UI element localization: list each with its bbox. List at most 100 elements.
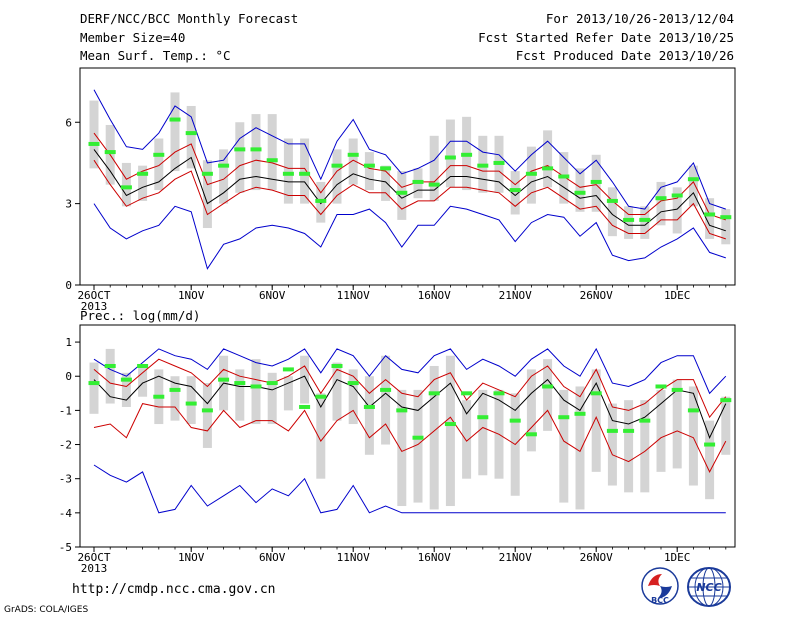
- spread-box: [705, 420, 715, 500]
- forecast-marker: [477, 163, 489, 168]
- spread-box: [105, 348, 115, 404]
- forecast-marker: [169, 387, 181, 392]
- forecast-marker: [315, 394, 327, 399]
- spread-box: [656, 181, 666, 226]
- spread-box: [543, 130, 553, 188]
- x-tick-label: 11NOV: [337, 551, 370, 564]
- forecast-marker: [412, 435, 424, 440]
- x-tick-label: 1NOV: [178, 289, 205, 302]
- forecast-marker: [558, 174, 570, 179]
- forecast-marker: [153, 152, 165, 157]
- spread-box: [138, 165, 148, 201]
- y-tick-label: -5: [59, 541, 72, 554]
- spread-box: [348, 138, 358, 185]
- spread-box: [267, 372, 277, 425]
- forecast-marker: [120, 185, 132, 190]
- forecast-marker: [234, 147, 246, 152]
- forecast-marker: [266, 381, 278, 386]
- forecast-marker: [525, 171, 537, 176]
- forecast-started-date: Fcst Started Refer Date 2013/10/25: [478, 30, 734, 45]
- spread-box: [672, 187, 682, 234]
- variable-label: Prec.: log(mm/d): [80, 308, 200, 323]
- spread-box: [186, 376, 196, 425]
- forecast-marker: [185, 401, 197, 406]
- spread-box: [543, 359, 553, 431]
- forecast-marker: [428, 391, 440, 396]
- forecast-marker: [493, 160, 505, 165]
- forecast-marker: [201, 171, 213, 176]
- spread-box: [721, 396, 731, 455]
- forecast-marker: [137, 171, 149, 176]
- spread-box: [121, 372, 131, 407]
- forecast-marker: [380, 387, 392, 392]
- spread-box: [251, 359, 261, 425]
- forecast-marker: [282, 367, 294, 372]
- lower-bound-line: [93, 159, 726, 240]
- forecast-marker: [671, 387, 683, 392]
- forecast-marker: [88, 141, 100, 146]
- x-tick-label: 21NOV: [499, 551, 532, 564]
- forecast-marker: [250, 384, 262, 389]
- spread-box: [300, 355, 310, 404]
- forecast-marker: [331, 363, 343, 368]
- spread-box: [283, 376, 293, 411]
- forecast-marker: [250, 147, 262, 152]
- forecast-marker: [266, 158, 278, 163]
- min-line: [93, 203, 726, 270]
- forecast-marker: [363, 404, 375, 409]
- forecast-marker: [380, 166, 392, 171]
- forecast-marker: [477, 415, 489, 420]
- forecast-marker: [590, 391, 602, 396]
- spread-box: [219, 149, 229, 204]
- max-line: [93, 89, 726, 210]
- spread-box: [89, 362, 99, 414]
- y-tick-label: -4: [59, 507, 73, 520]
- forecast-marker: [185, 131, 197, 136]
- spread-box: [364, 152, 374, 191]
- forecast-marker: [315, 198, 327, 203]
- forecast-marker: [444, 155, 456, 160]
- spread-box: [397, 171, 407, 220]
- forecast-marker: [444, 422, 456, 427]
- forecast-produced-date: Fcst Produced Date 2013/10/26: [515, 48, 734, 63]
- x-tick-label: 26OCT: [77, 289, 110, 302]
- spread-box: [397, 389, 407, 507]
- forecast-marker: [234, 381, 246, 386]
- x-year-label: 2013: [81, 300, 108, 313]
- spread-box: [154, 138, 164, 191]
- forecast-marker: [282, 171, 294, 176]
- spread-box: [462, 400, 472, 479]
- forecast-marker: [639, 418, 651, 423]
- source-url[interactable]: http://cmdp.ncc.cma.gov.cn: [72, 582, 276, 597]
- forecast-marker: [137, 363, 149, 368]
- spread-box: [170, 376, 180, 421]
- spread-box: [267, 114, 277, 191]
- x-year-label: 2013: [81, 562, 108, 575]
- forecast-marker: [218, 163, 230, 168]
- forecast-marker: [412, 179, 424, 184]
- spread-box: [445, 119, 455, 188]
- spread-box: [575, 386, 585, 510]
- chart-panel-1: 0 3 6 26OCT 1NOV 6NOV 11NOV 16NOV 21NOV 26NOV 1DEC…: [65, 67, 736, 313]
- max-line: [93, 347, 727, 395]
- y-tick-label: -3: [59, 473, 72, 486]
- forecast-marker: [461, 391, 473, 396]
- spread-box: [202, 160, 212, 229]
- spread-box: [672, 379, 682, 469]
- spread-box: [283, 138, 293, 204]
- forecast-marker: [655, 196, 667, 201]
- forecast-marker: [720, 215, 732, 220]
- x-tick-label: 1DEC: [664, 551, 691, 564]
- ncc-logo: NCC: [687, 567, 731, 607]
- forecast-marker: [687, 177, 699, 182]
- forecast-marker: [606, 198, 618, 203]
- svg-text:NCC: NCC: [696, 581, 721, 594]
- forecast-marker: [428, 182, 440, 187]
- spread-box: [624, 400, 634, 493]
- forecast-marker: [120, 377, 132, 382]
- spread-box: [607, 187, 617, 237]
- spread-box: [640, 206, 650, 239]
- forecast-marker: [542, 384, 554, 389]
- forecast-marker: [655, 384, 667, 389]
